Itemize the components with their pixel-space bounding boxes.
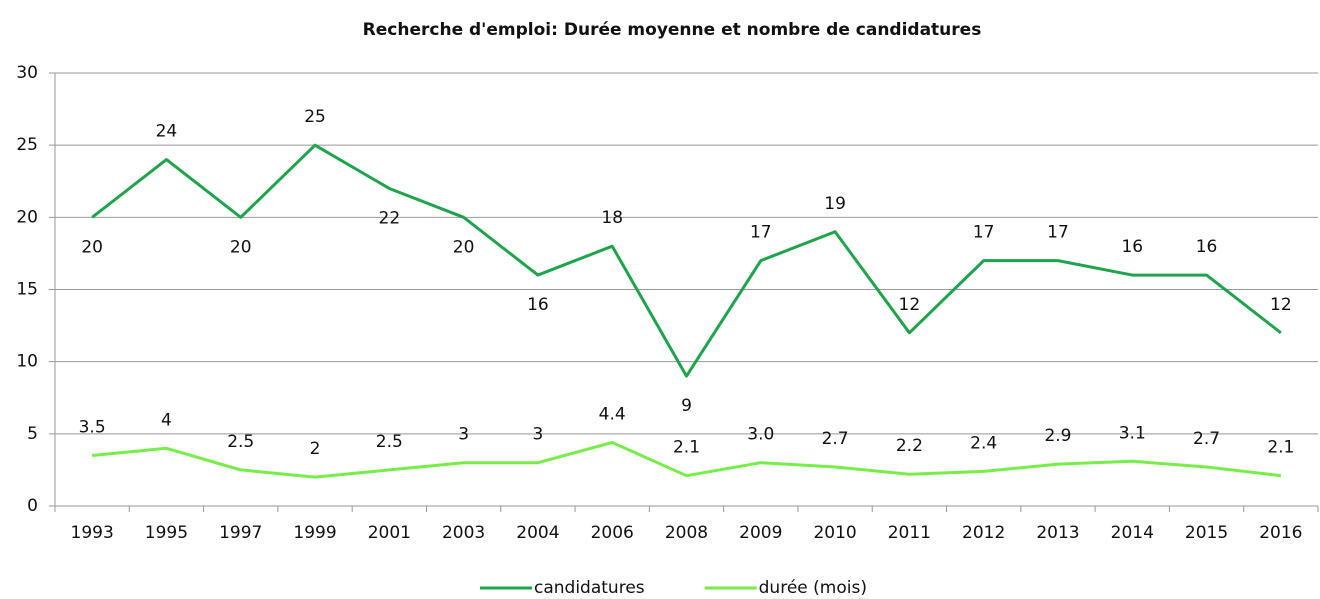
x-tick-label: 1999 (293, 523, 336, 543)
data-label: 3 (532, 425, 543, 445)
data-label: 18 (601, 208, 623, 228)
y-tick-label: 20 (16, 207, 38, 227)
x-tick-label: 1993 (71, 523, 114, 543)
y-tick-label: 0 (27, 496, 38, 516)
data-label: 16 (1121, 237, 1143, 257)
x-tick-label: 2009 (739, 523, 782, 543)
data-label: 16 (527, 295, 549, 315)
data-label: 20 (81, 237, 103, 257)
data-label: 17 (750, 223, 772, 243)
data-label: 16 (1196, 237, 1218, 257)
data-label: 2.1 (1267, 438, 1294, 458)
x-tick-label: 1995 (145, 523, 188, 543)
data-label: 2.7 (822, 429, 849, 449)
data-label: 2 (310, 439, 321, 459)
chart-title: Recherche d'emploi: Durée moyenne et nom… (363, 20, 982, 40)
data-label: 17 (1047, 223, 1069, 243)
data-label: 3.5 (79, 417, 106, 437)
x-tick-label: 2011 (888, 523, 931, 543)
data-label: 2.5 (376, 432, 403, 452)
y-tick-label: 10 (16, 352, 38, 372)
legend-label: durée (mois) (759, 578, 867, 598)
series-line (92, 440, 1282, 479)
y-tick-label: 15 (16, 280, 38, 300)
data-label: 4 (161, 410, 172, 430)
data-label: 3 (458, 425, 469, 445)
data-label: 12 (899, 295, 921, 315)
data-label: 2.9 (1044, 426, 1071, 446)
data-label: 3.1 (1119, 423, 1146, 443)
y-tick-label: 30 (16, 63, 38, 83)
x-tick-label: 2006 (591, 523, 634, 543)
series-line (91, 143, 1282, 378)
data-label: 2.5 (227, 432, 254, 452)
data-label: 12 (1270, 295, 1292, 315)
x-tick-label: 2001 (368, 523, 411, 543)
data-label: 20 (453, 237, 475, 257)
y-tick-label: 5 (27, 424, 38, 444)
x-tick-label: 2012 (962, 523, 1005, 543)
x-tick-label: 2008 (665, 523, 708, 543)
data-label: 3.0 (747, 425, 774, 445)
data-label: 19 (824, 194, 846, 214)
data-label: 2.2 (896, 436, 923, 456)
data-label: 17 (973, 223, 995, 243)
x-tick-label: 2015 (1185, 523, 1228, 543)
data-label: 4.4 (599, 404, 626, 424)
data-label: 22 (379, 208, 401, 228)
x-tick-label: 2010 (813, 523, 856, 543)
x-tick-label: 1997 (219, 523, 262, 543)
legend-label: candidatures (534, 578, 645, 598)
x-tick-label: 2013 (1036, 523, 1079, 543)
x-tick-label: 2004 (516, 523, 559, 543)
x-tick-label: 2016 (1259, 523, 1302, 543)
x-tick-label: 2014 (1111, 523, 1154, 543)
data-label: 24 (156, 122, 178, 142)
data-label: 2.4 (970, 433, 997, 453)
x-tick-label: 2003 (442, 523, 485, 543)
data-label: 25 (304, 107, 326, 127)
y-tick-label: 25 (16, 135, 38, 155)
data-label: 2.7 (1193, 429, 1220, 449)
data-label: 2.1 (673, 438, 700, 458)
data-label: 20 (230, 237, 252, 257)
data-label: 9 (681, 396, 692, 416)
